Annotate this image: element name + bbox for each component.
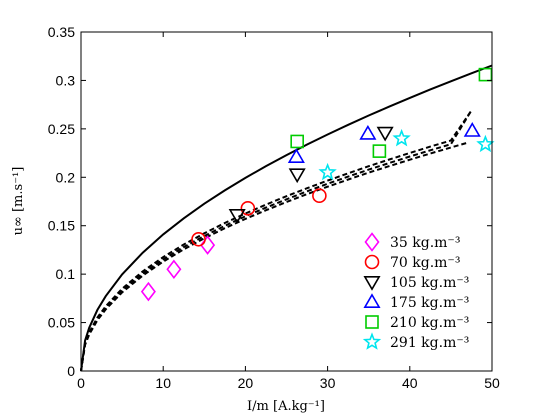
y-tick-label: 0.2 [56, 169, 76, 185]
legend-label: 175 kg.m⁻³ [390, 295, 469, 311]
data-point-diamond [140, 281, 156, 302]
data-point-triangle-down [228, 209, 246, 224]
legend-label: 291 kg.m⁻³ [390, 335, 469, 351]
legend-marker-diamond [364, 232, 380, 252]
data-point-circle [312, 188, 327, 203]
data-point-triangle-down [376, 126, 394, 142]
legend-item: 210 kg.m⁻³ [365, 315, 469, 331]
legend-item: 175 kg.m⁻³ [363, 293, 469, 311]
y-axis-label: u∞ [m.s⁻¹] [11, 167, 26, 236]
x-tick-label: 20 [238, 375, 254, 391]
legend-label: 35 kg.m⁻³ [390, 235, 460, 251]
data-point-triangle-up [463, 122, 481, 137]
model-curve-dashed [80, 109, 473, 372]
data-point-circle [240, 200, 256, 216]
data-point-circle [191, 231, 206, 247]
plot-frame [80, 31, 493, 372]
legend-marker-square [365, 315, 379, 329]
data-point-star [392, 128, 411, 147]
data-point-triangle-up [287, 148, 305, 163]
legend-item: 70 kg.m⁻³ [364, 254, 460, 271]
legend-marker-triangle-down [363, 275, 381, 291]
y-tick-label: 0.1 [56, 266, 76, 282]
data-point-triangle-down [288, 168, 306, 184]
y-tick-label: 0.15 [48, 218, 75, 234]
legend: 35 kg.m⁻³ 70 kg.m⁻³ 105 kg.m⁻³ 175 kg.m⁻³ 21… [362, 232, 469, 351]
y-tick-label: 0.3 [56, 72, 76, 88]
y-tick-label: 0 [67, 363, 75, 379]
data-point-diamond [166, 259, 182, 280]
x-tick-label: 10 [155, 375, 171, 391]
data-point-diamond [200, 235, 216, 255]
x-axis-label: I/m [A.kg⁻¹] [247, 399, 325, 414]
y-tick-label: 0.05 [48, 315, 75, 331]
data-point-star [476, 134, 495, 153]
data-point-square [290, 134, 304, 149]
legend-marker-triangle-up [363, 293, 381, 309]
legend-item: 291 kg.m⁻³ [362, 332, 469, 351]
x-axis-ticks: 0 10 20 30 40 50 [77, 32, 500, 391]
legend-label: 70 kg.m⁻³ [390, 255, 460, 271]
x-tick-label: 40 [402, 375, 418, 391]
legend-marker-circle [364, 254, 380, 270]
model-curves [80, 64, 493, 372]
data-points [140, 67, 495, 302]
model-curve-dashed [80, 141, 468, 372]
data-point-triangle-up [359, 124, 377, 140]
x-tick-label: 30 [320, 375, 336, 391]
legend-item: 105 kg.m⁻³ [363, 275, 469, 291]
y-tick-label: 0.25 [48, 121, 75, 137]
legend-label: 210 kg.m⁻³ [390, 315, 469, 331]
legend-label: 105 kg.m⁻³ [390, 275, 469, 291]
legend-marker-star [362, 332, 382, 350]
x-tick-label: 50 [484, 375, 500, 391]
data-point-square [478, 67, 493, 82]
y-axis-ticks: 0 0.05 0.1 0.15 0.2 0.25 0.3 0.35 [48, 24, 492, 379]
data-point-star [318, 162, 337, 181]
model-curve-solid [80, 64, 493, 372]
data-point-square [372, 144, 387, 158]
legend-item: 35 kg.m⁻³ [364, 232, 460, 252]
x-tick-label: 0 [77, 375, 85, 391]
y-tick-label: 0.35 [48, 24, 75, 40]
